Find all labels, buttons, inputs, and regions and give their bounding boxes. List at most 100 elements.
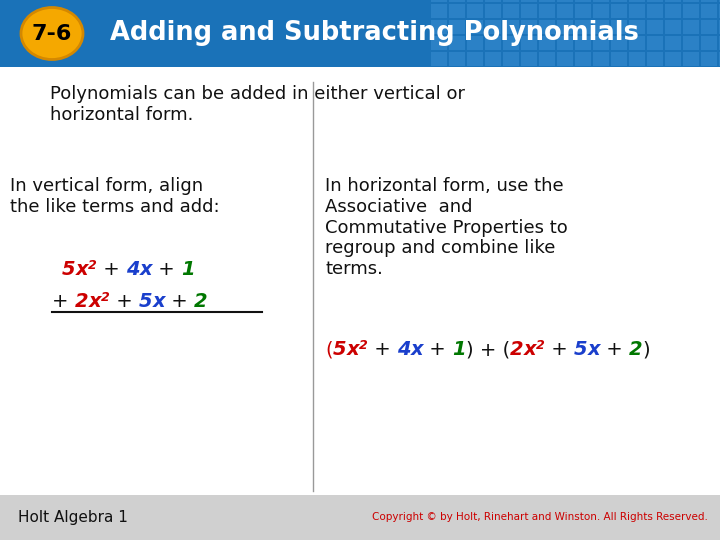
Text: 7-6: 7-6 (32, 24, 72, 44)
Bar (611, 52, 627, 66)
Text: 2: 2 (359, 339, 368, 352)
Bar (431, 0, 447, 2)
Bar (611, 4, 627, 18)
Text: ) + (: ) + ( (466, 340, 510, 359)
Text: 4: 4 (397, 340, 410, 359)
Text: +: + (165, 292, 194, 311)
Bar (683, 4, 699, 18)
Bar (449, 20, 465, 34)
Text: In horizontal form, use the
Associative  and
Commutative Properties to
regroup a: In horizontal form, use the Associative … (325, 177, 568, 278)
Text: 1: 1 (181, 260, 195, 279)
Bar (575, 20, 591, 34)
Bar (629, 20, 645, 34)
Bar (449, 0, 465, 2)
Text: x: x (76, 260, 89, 279)
Text: 2: 2 (536, 339, 545, 352)
Bar (683, 20, 699, 34)
Bar (449, 4, 465, 18)
Bar (539, 0, 555, 2)
Text: ): ) (642, 340, 650, 359)
Bar (575, 0, 591, 2)
Text: In vertical form, align
the like terms and add:: In vertical form, align the like terms a… (10, 177, 220, 216)
Text: 1: 1 (452, 340, 466, 359)
Bar (557, 0, 573, 2)
Text: Copyright © by Holt, Rinehart and Winston. All Rights Reserved.: Copyright © by Holt, Rinehart and Winsto… (372, 512, 708, 523)
Bar (503, 52, 519, 66)
Bar (665, 4, 681, 18)
Text: 2: 2 (75, 292, 89, 311)
Bar (467, 36, 483, 50)
Bar (719, 0, 720, 2)
Bar (539, 52, 555, 66)
Bar (521, 20, 537, 34)
Bar (701, 4, 717, 18)
Bar (539, 36, 555, 50)
Text: +: + (97, 260, 126, 279)
Bar (503, 36, 519, 50)
Bar (665, 52, 681, 66)
Bar (647, 20, 663, 34)
Bar (611, 36, 627, 50)
Bar (629, 36, 645, 50)
Bar (557, 52, 573, 66)
Text: 5: 5 (574, 340, 588, 359)
Bar (485, 36, 501, 50)
Text: +: + (109, 292, 139, 311)
Bar (701, 36, 717, 50)
Bar (521, 4, 537, 18)
Text: 2: 2 (101, 291, 109, 303)
Bar (449, 52, 465, 66)
Bar (503, 0, 519, 2)
Bar (467, 0, 483, 2)
Bar (0, 495, 720, 540)
Bar (557, 20, 573, 34)
Bar (647, 52, 663, 66)
Bar (575, 4, 591, 18)
Text: 2: 2 (194, 292, 207, 311)
Text: Holt Algebra 1: Holt Algebra 1 (18, 510, 128, 525)
Text: x: x (410, 340, 423, 359)
Bar (593, 36, 609, 50)
Bar (449, 36, 465, 50)
Bar (629, 0, 645, 2)
Text: x: x (153, 292, 165, 311)
Bar (557, 4, 573, 18)
Text: 2: 2 (629, 340, 642, 359)
Bar (467, 20, 483, 34)
Text: +: + (545, 340, 574, 359)
Text: +: + (52, 292, 75, 311)
Text: Polynomials can be added in either vertical or
horizontal form.: Polynomials can be added in either verti… (50, 85, 465, 124)
Bar (683, 36, 699, 50)
Bar (647, 0, 663, 2)
Bar (629, 4, 645, 18)
Bar (503, 20, 519, 34)
Bar (485, 4, 501, 18)
Bar (647, 4, 663, 18)
Bar (647, 36, 663, 50)
Bar (485, 0, 501, 2)
Bar (719, 36, 720, 50)
Bar (593, 52, 609, 66)
Bar (719, 4, 720, 18)
Bar (467, 52, 483, 66)
Bar (665, 20, 681, 34)
Bar (521, 0, 537, 2)
Bar (485, 52, 501, 66)
Bar (719, 52, 720, 66)
Bar (575, 52, 591, 66)
Text: x: x (523, 340, 536, 359)
Text: +: + (368, 340, 397, 359)
Bar (665, 0, 681, 2)
Bar (485, 20, 501, 34)
Text: 4: 4 (126, 260, 140, 279)
Bar (683, 52, 699, 66)
Ellipse shape (21, 8, 83, 59)
Bar (467, 4, 483, 18)
Text: 5: 5 (333, 340, 346, 359)
Bar (701, 0, 717, 2)
Bar (539, 20, 555, 34)
Text: x: x (346, 340, 359, 359)
Bar (683, 0, 699, 2)
Text: 2: 2 (510, 340, 523, 359)
Bar (503, 4, 519, 18)
